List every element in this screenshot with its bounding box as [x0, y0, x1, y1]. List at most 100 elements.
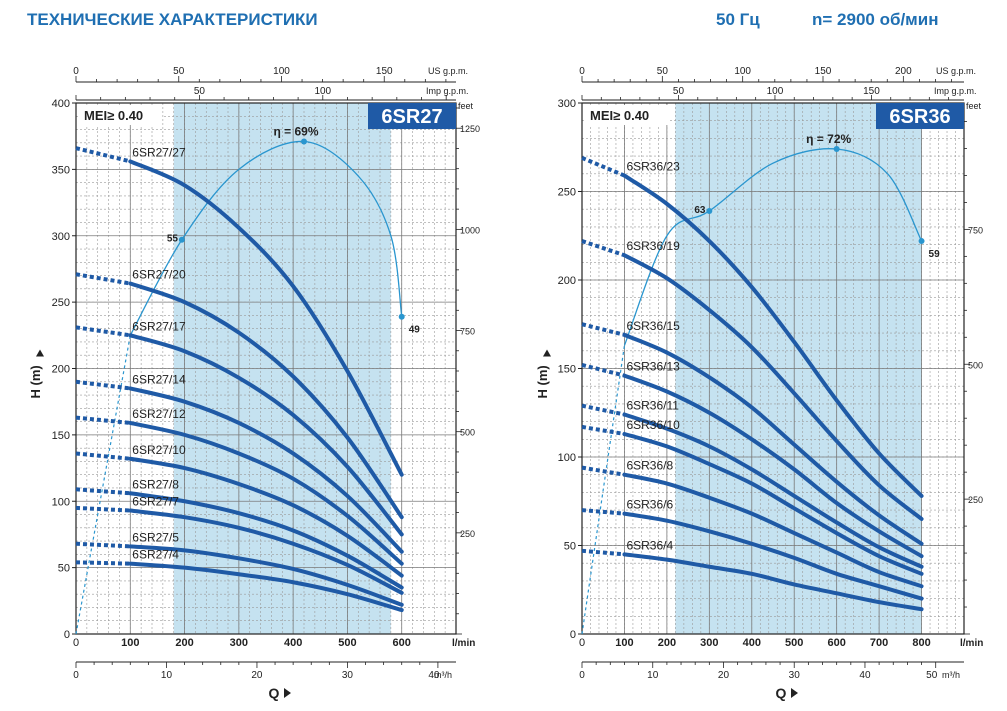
x-tick-label: 500 [785, 637, 803, 649]
series-curve-dashed [75, 325, 131, 338]
series-label: 6SR36/6 [626, 498, 673, 512]
series-label: 6SR27/5 [132, 530, 179, 544]
series-6sr27-14: 6SR27/14 [75, 372, 404, 554]
m3h-tick-label: 0 [579, 670, 585, 681]
y-tick-label: 350 [52, 164, 70, 176]
series-curve-dashed [75, 487, 131, 496]
feet-tick-label: 750 [968, 225, 983, 235]
y-tick-label: 300 [52, 231, 70, 243]
series-label: 6SR36/4 [626, 538, 673, 552]
x-tick-label: 600 [827, 637, 845, 649]
feet-tick-label: 750 [460, 327, 475, 337]
series-label: 6SR36/13 [626, 360, 680, 374]
series-curve [622, 253, 924, 521]
efficiency-curve [623, 148, 923, 346]
series-6sr36-10: 6SR36/10 [581, 418, 924, 576]
series-curve [128, 386, 404, 554]
mei-box [78, 105, 162, 125]
series-curve-dashed [75, 379, 131, 391]
series-curve-dashed [75, 505, 131, 513]
usgpm-tick-label: 50 [657, 66, 669, 77]
efficiency-marker-label: 63 [694, 205, 706, 216]
series-label: 6SR36/23 [626, 160, 680, 174]
usgpm-tick-label: 100 [734, 66, 751, 77]
m3h-unit-label: m³/h [942, 670, 960, 680]
feet-tick-label: 250 [460, 529, 475, 539]
feet-tick-label: 250 [968, 495, 983, 505]
efficiency-marker-label: 49 [409, 325, 421, 336]
series-6sr27-4: 6SR27/4 [75, 548, 404, 613]
series-curve [128, 561, 404, 613]
up-arrow-icon [543, 349, 551, 357]
x-axis-label: Q [776, 685, 787, 701]
x-tick-label: 0 [579, 637, 585, 649]
series-6sr36-4: 6SR36/4 [581, 538, 924, 612]
series-label: 6SR27/8 [132, 477, 179, 491]
usgpm-tick-label: 100 [273, 66, 290, 77]
series-label: 6SR27/27 [132, 145, 186, 159]
series-label: 6SR36/19 [626, 239, 680, 253]
speed-label: n= 2900 об/мин [812, 10, 939, 29]
mei-text: MEI≥ 0.40 [84, 108, 143, 123]
x-tick-label: 700 [870, 637, 888, 649]
efficiency-marker-label: 55 [167, 234, 179, 245]
series-curve [622, 552, 924, 612]
y-tick-label: 250 [558, 187, 576, 199]
series-6sr27-20: 6SR27/20 [75, 268, 404, 520]
y-tick-label: 150 [52, 430, 70, 442]
series-label: 6SR36/8 [626, 459, 673, 473]
model-badge [876, 103, 964, 129]
series-6sr27-10: 6SR27/10 [75, 443, 404, 578]
mei-label: MEI≥ 0.40 [584, 105, 668, 125]
series-curve-dashed [581, 363, 625, 378]
x-unit-label: l/min [452, 638, 475, 649]
y-tick-label: 150 [558, 364, 576, 376]
series-6sr27-5: 6SR27/5 [75, 530, 404, 607]
series-curve-dashed [75, 541, 131, 549]
series-curve [128, 159, 404, 477]
usgpm-tick-label: 50 [173, 66, 185, 77]
impgpm-tick-label: 100 [314, 86, 331, 97]
series-curve [622, 412, 924, 569]
efficiency-marker-label: 59 [929, 249, 941, 260]
impgpm-tick-label: 100 [767, 86, 784, 97]
impgpm-unit-label: Imp g.p.m. [426, 86, 469, 96]
series-6sr27-7: 6SR27/7 [75, 495, 404, 595]
series-6sr27-27: 6SR27/27 [75, 145, 404, 477]
x-tick-label: 400 [743, 637, 761, 649]
series-6sr36-15: 6SR36/15 [581, 319, 924, 546]
y-tick-label: 100 [52, 496, 70, 508]
m3h-tick-label: 0 [73, 670, 79, 681]
series-6sr36-19: 6SR36/19 [581, 239, 924, 521]
series-curve [622, 472, 924, 589]
mei-label: MEI≥ 0.40 [78, 105, 162, 125]
m3h-tick-label: 30 [789, 670, 801, 681]
efficiency-marker [918, 238, 925, 245]
series-label: 6SR27/7 [132, 495, 179, 509]
series-curve [128, 544, 404, 607]
series-curve [622, 332, 924, 546]
usgpm-tick-label: 0 [579, 66, 585, 77]
series-curve-dashed [581, 508, 625, 516]
series-6sr36-11: 6SR36/11 [581, 399, 924, 569]
series-label: 6SR27/4 [132, 548, 179, 562]
series-curve-dashed [75, 415, 131, 425]
efficiency-marker [178, 236, 185, 243]
right-arrow-icon [284, 688, 291, 698]
x-axis-label: Q [269, 685, 280, 701]
x-unit-label: l/min [960, 638, 983, 649]
feet-tick-label: 500 [460, 428, 475, 438]
impgpm-unit-label: Imp g.p.m. [934, 86, 977, 96]
y-axis-label: H (m) [535, 365, 550, 398]
impgpm-tick-label: 50 [194, 86, 206, 97]
series-curve [622, 373, 924, 559]
series-curve [622, 511, 924, 601]
m3h-tick-label: 20 [251, 670, 263, 681]
series-6sr36-23: 6SR36/23 [581, 156, 924, 498]
usgpm-tick-label: 150 [815, 66, 832, 77]
usgpm-tick-label: 150 [376, 66, 393, 77]
m3h-tick-label: 40 [428, 670, 440, 681]
x-tick-label: 600 [393, 637, 411, 649]
series-label: 6SR27/14 [132, 372, 186, 386]
